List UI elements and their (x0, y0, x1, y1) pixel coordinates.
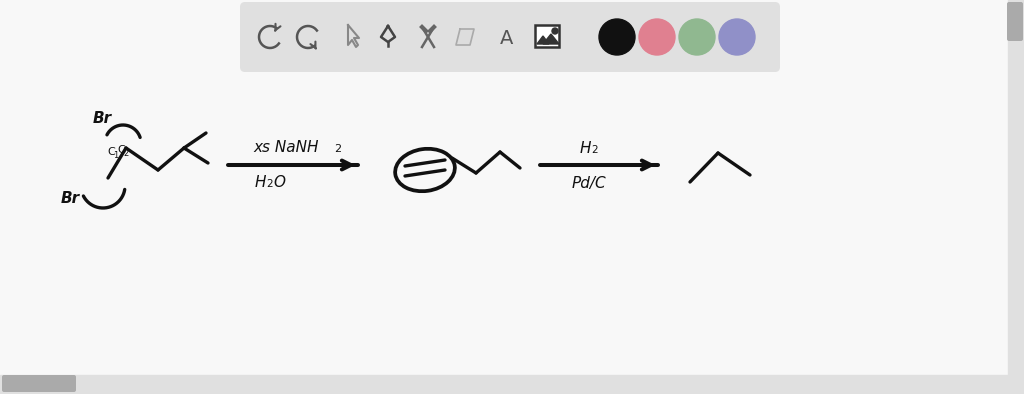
Text: 2: 2 (266, 179, 272, 189)
Polygon shape (537, 36, 549, 44)
Text: 2: 2 (334, 144, 341, 154)
Polygon shape (456, 29, 474, 45)
Bar (0, 375, 1024, 394)
Text: 1: 1 (114, 151, 119, 160)
Circle shape (639, 19, 675, 55)
Text: Pd/C: Pd/C (572, 175, 606, 191)
Text: xs NaNH: xs NaNH (253, 139, 318, 154)
Text: O: O (273, 175, 285, 190)
FancyBboxPatch shape (240, 2, 780, 72)
Text: H: H (255, 175, 266, 190)
FancyBboxPatch shape (2, 375, 76, 392)
Circle shape (719, 19, 755, 55)
Circle shape (679, 19, 715, 55)
Circle shape (599, 19, 635, 55)
Text: C: C (108, 147, 115, 157)
Circle shape (552, 28, 558, 34)
Text: A: A (501, 28, 514, 48)
Text: 2: 2 (591, 145, 598, 155)
Text: Br: Br (60, 191, 80, 206)
Bar (1008, 0, 1024, 394)
FancyBboxPatch shape (1007, 2, 1023, 41)
Text: C: C (117, 145, 125, 155)
Text: 2: 2 (123, 149, 129, 158)
Polygon shape (543, 34, 559, 44)
Text: Br: Br (92, 110, 112, 126)
Text: H: H (580, 141, 592, 156)
FancyBboxPatch shape (535, 25, 559, 47)
